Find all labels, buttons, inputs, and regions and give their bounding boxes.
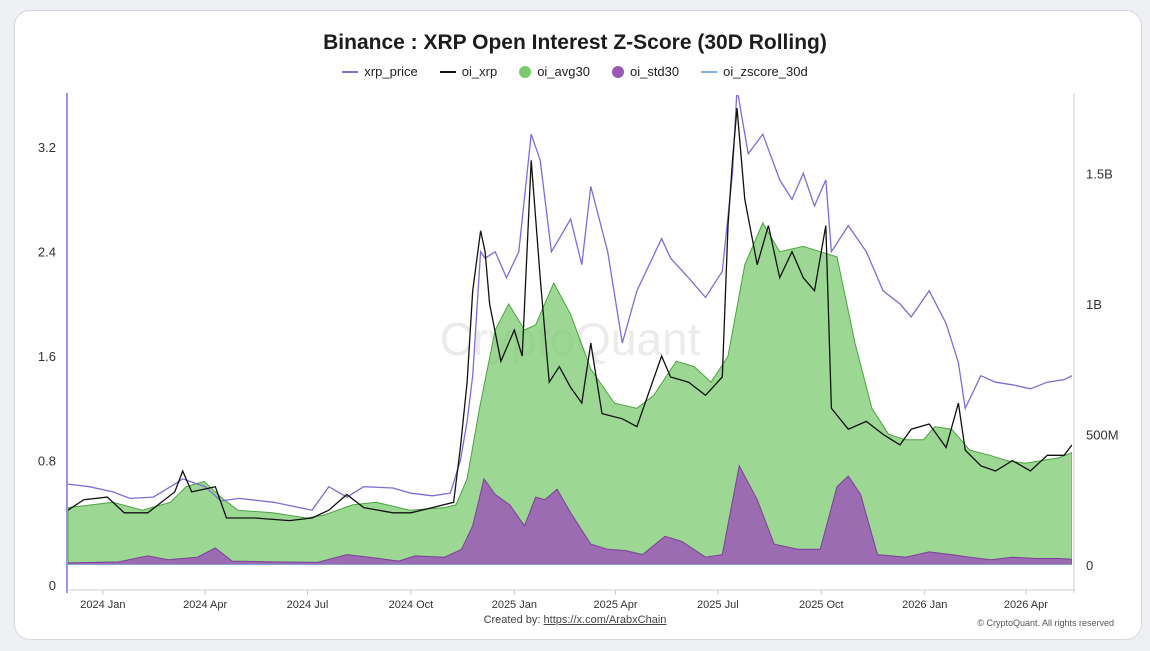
legend-item-oi-std30[interactable]: oi_std30 — [611, 64, 680, 79]
y-right-tick-label: 1B — [1086, 297, 1102, 312]
x-tick-label: 2025 Jul — [697, 599, 739, 611]
y-left-tick-label: 1.6 — [38, 349, 56, 364]
x-tick-label: 2025 Jan — [492, 599, 537, 611]
y-right-tick-label: 0 — [1086, 558, 1093, 573]
x-tick-label: 2025 Oct — [799, 599, 844, 611]
legend-swatch — [701, 70, 718, 73]
x-tick-label: 2025 Apr — [594, 599, 638, 611]
legend-item-xrp-price[interactable]: xrp_price — [342, 64, 418, 79]
legend-swatch — [342, 70, 359, 73]
legend-label: oi_xrp — [461, 64, 498, 79]
x-tick-label: 2026 Jan — [902, 599, 947, 611]
series-xrp-price-line — [68, 95, 1072, 511]
legend-item-oi-zscore-30d[interactable]: oi_zscore_30d — [701, 64, 808, 79]
legend-item-oi-avg30[interactable]: oi_avg30 — [519, 64, 590, 79]
y-left-tick-label: 0 — [49, 578, 56, 593]
y-left-tick-label: 2.4 — [38, 245, 56, 260]
x-tick-label: 2024 Jan — [80, 599, 125, 611]
legend-label: xrp_price — [364, 64, 418, 79]
chart-legend: xrp_price oi_xrp oi_avg30 oi_std30 oi_zscore… — [0, 64, 1150, 79]
credit-prefix: Created by: — [483, 614, 541, 626]
legend-swatch — [611, 65, 624, 78]
credit-link[interactable]: https://x.com/ArabxChain — [543, 614, 667, 626]
legend-swatch — [519, 65, 532, 78]
y-left-tick-label: 0.8 — [38, 454, 56, 469]
copyright-notice: © CryptoQuant. All rights reserved — [977, 618, 1114, 628]
legend-swatch — [439, 70, 456, 73]
chart-credit: Created by: https://x.com/ArabxChain — [0, 614, 1150, 626]
legend-label: oi_zscore_30d — [723, 64, 808, 79]
x-tick-label: 2024 Oct — [389, 599, 434, 611]
legend-item-oi-xrp[interactable]: oi_xrp — [439, 64, 498, 79]
y-right-tick-label: 500M — [1086, 427, 1119, 442]
series-oi-xrp-line — [68, 108, 1072, 522]
y-right-tick-label: 1.5B — [1086, 166, 1113, 181]
y-left-tick-label: 3.2 — [38, 140, 56, 155]
x-tick-label: 2026 Apr — [1004, 599, 1048, 611]
chart-title: Binance : XRP Open Interest Z-Score (30D… — [323, 31, 827, 54]
x-tick-label: 2024 Jul — [287, 599, 329, 611]
legend-label: oi_avg30 — [537, 64, 590, 79]
legend-label: oi_std30 — [629, 64, 680, 79]
series-oi-std30-area — [68, 464, 1072, 565]
x-tick-label: 2024 Apr — [183, 599, 227, 611]
